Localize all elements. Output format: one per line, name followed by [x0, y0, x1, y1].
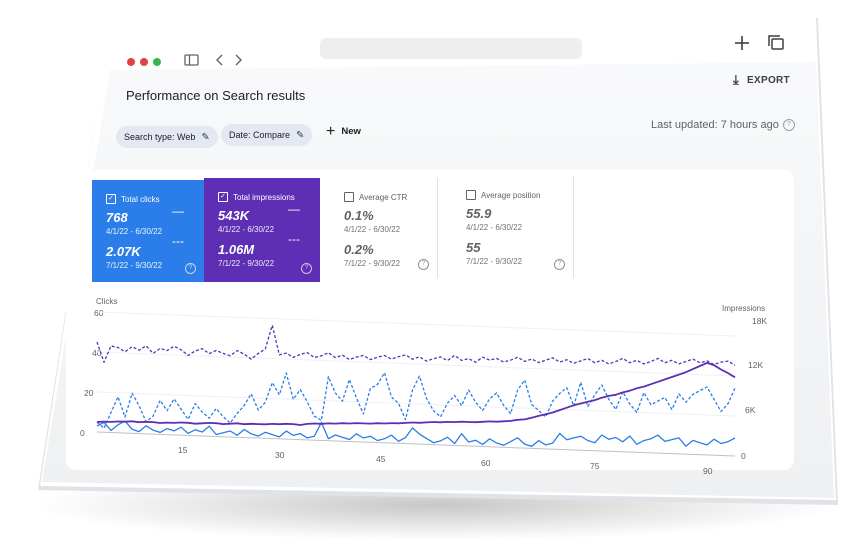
date-label: Date: Compare	[229, 130, 291, 140]
x-tick: 60	[481, 458, 491, 468]
date-chip[interactable]: Date: Compare ✎	[221, 124, 313, 146]
x-tick: 90	[703, 466, 713, 476]
x-tick: 15	[178, 445, 188, 455]
metric-card-total-impressions[interactable]: ✓ Total impressions 543K 4/1/22 - 6/30/22…	[204, 178, 320, 282]
download-icon: ⤓	[733, 72, 740, 87]
solid-line-legend-icon: —	[172, 204, 184, 218]
plus-icon: +	[326, 122, 336, 140]
plus-icon[interactable]	[735, 36, 749, 50]
help-icon[interactable]: ?	[301, 263, 312, 274]
maximize-window-dot[interactable]	[153, 58, 161, 66]
pencil-icon: ✎	[296, 129, 305, 141]
metric-value-compare: 0.2%	[344, 242, 374, 257]
metric-card-total-clicks[interactable]: ✓ Total clicks 768 4/1/22 - 6/30/22 2.07K…	[92, 180, 204, 282]
window-stack-icon[interactable]	[768, 35, 784, 50]
export-button[interactable]: ⤓ EXPORT	[733, 72, 790, 88]
metric-value-compare: 1.06M	[218, 242, 255, 257]
metric-card-average-position[interactable]: Average position 55.9 4/1/22 - 6/30/22 5…	[452, 176, 574, 278]
clicks-dashed-line	[96, 372, 736, 429]
dashed-line-legend-icon: ---	[288, 232, 300, 246]
help-icon[interactable]: ?	[185, 263, 196, 274]
sidebar-toggle-icon[interactable]	[184, 54, 199, 66]
left-tick: 0	[80, 428, 85, 438]
checkbox-checked-icon[interactable]: ✓	[218, 192, 228, 202]
pencil-icon: ✎	[201, 131, 210, 143]
page-title: Performance on Search results	[126, 88, 306, 103]
help-icon[interactable]: ?	[782, 119, 795, 132]
metric-range-compare: 7/1/22 - 9/30/22	[106, 261, 163, 270]
metric-range-primary: 4/1/22 - 6/30/22	[106, 227, 163, 236]
impressions-solid-line	[96, 361, 736, 426]
metric-value-primary: 543K	[218, 208, 250, 223]
help-icon[interactable]: ?	[554, 259, 565, 270]
gridline	[96, 391, 736, 417]
metric-value-compare: 55	[466, 240, 481, 255]
metric-range-primary: 4/1/22 - 6/30/22	[218, 225, 275, 234]
right-tick: 6K	[745, 405, 756, 415]
new-filter-label: New	[341, 126, 361, 137]
checkbox-checked-icon[interactable]: ✓	[106, 194, 116, 204]
help-icon[interactable]: ?	[418, 259, 429, 270]
left-tick: 60	[94, 308, 104, 318]
left-tick: 20	[84, 388, 94, 398]
metric-label: Average CTR	[359, 192, 408, 202]
metric-label: Average position	[481, 190, 541, 200]
right-tick: 18K	[752, 316, 768, 326]
metric-card-average-ctr[interactable]: Average CTR 0.1% 4/1/22 - 6/30/22 0.2% 7…	[330, 178, 438, 278]
metric-label: Total impressions	[233, 192, 295, 202]
left-axis-label: Clicks	[96, 297, 118, 306]
clicks-solid-line	[96, 420, 736, 448]
minimize-window-dot[interactable]	[140, 58, 148, 66]
close-window-dot[interactable]	[127, 58, 135, 66]
x-tick: 75	[590, 461, 600, 471]
export-label: EXPORT	[747, 74, 790, 86]
search-type-chip[interactable]: Search type: Web ✎	[116, 126, 218, 148]
address-bar[interactable]	[320, 38, 582, 59]
dashed-line-legend-icon: ---	[172, 234, 184, 248]
forward-arrow-icon[interactable]	[235, 54, 242, 66]
x-tick: 30	[275, 450, 285, 460]
metric-range-primary: 4/1/22 - 6/30/22	[344, 225, 401, 234]
metric-range-primary: 4/1/22 - 6/30/22	[466, 223, 523, 232]
search-type-label: Search type: Web	[124, 132, 196, 142]
metric-range-compare: 7/1/22 - 9/30/22	[218, 259, 275, 268]
metric-value-compare: 2.07K	[106, 244, 141, 259]
right-tick: 12K	[748, 360, 764, 370]
last-updated-text: Last updated: 7 hours ago	[651, 119, 779, 131]
metric-label: Total clicks	[121, 194, 160, 204]
left-tick: 40	[92, 348, 102, 358]
solid-line-legend-icon: —	[288, 202, 300, 216]
gridline	[96, 311, 736, 337]
x-tick: 45	[376, 454, 386, 464]
x-axis-baseline	[96, 431, 736, 457]
new-filter-button[interactable]: + New	[326, 122, 361, 140]
right-axis-label: Impressions	[722, 304, 766, 313]
browser-action-icons	[735, 35, 784, 50]
browser-nav-icons	[184, 54, 242, 66]
checkbox-unchecked-icon[interactable]	[466, 190, 476, 200]
last-updated: Last updated: 7 hours ago?	[651, 119, 795, 132]
metric-value-primary: 55.9	[466, 206, 492, 221]
impressions-dashed-line	[96, 324, 736, 366]
right-tick: 0	[741, 451, 746, 461]
metric-value-primary: 768	[106, 210, 128, 225]
metric-value-primary: 0.1%	[344, 208, 374, 223]
back-arrow-icon[interactable]	[216, 54, 223, 66]
checkbox-unchecked-icon[interactable]	[344, 192, 354, 202]
gridline	[96, 351, 736, 377]
metric-range-compare: 7/1/22 - 9/30/22	[466, 257, 523, 266]
metric-range-compare: 7/1/22 - 9/30/22	[344, 259, 401, 268]
